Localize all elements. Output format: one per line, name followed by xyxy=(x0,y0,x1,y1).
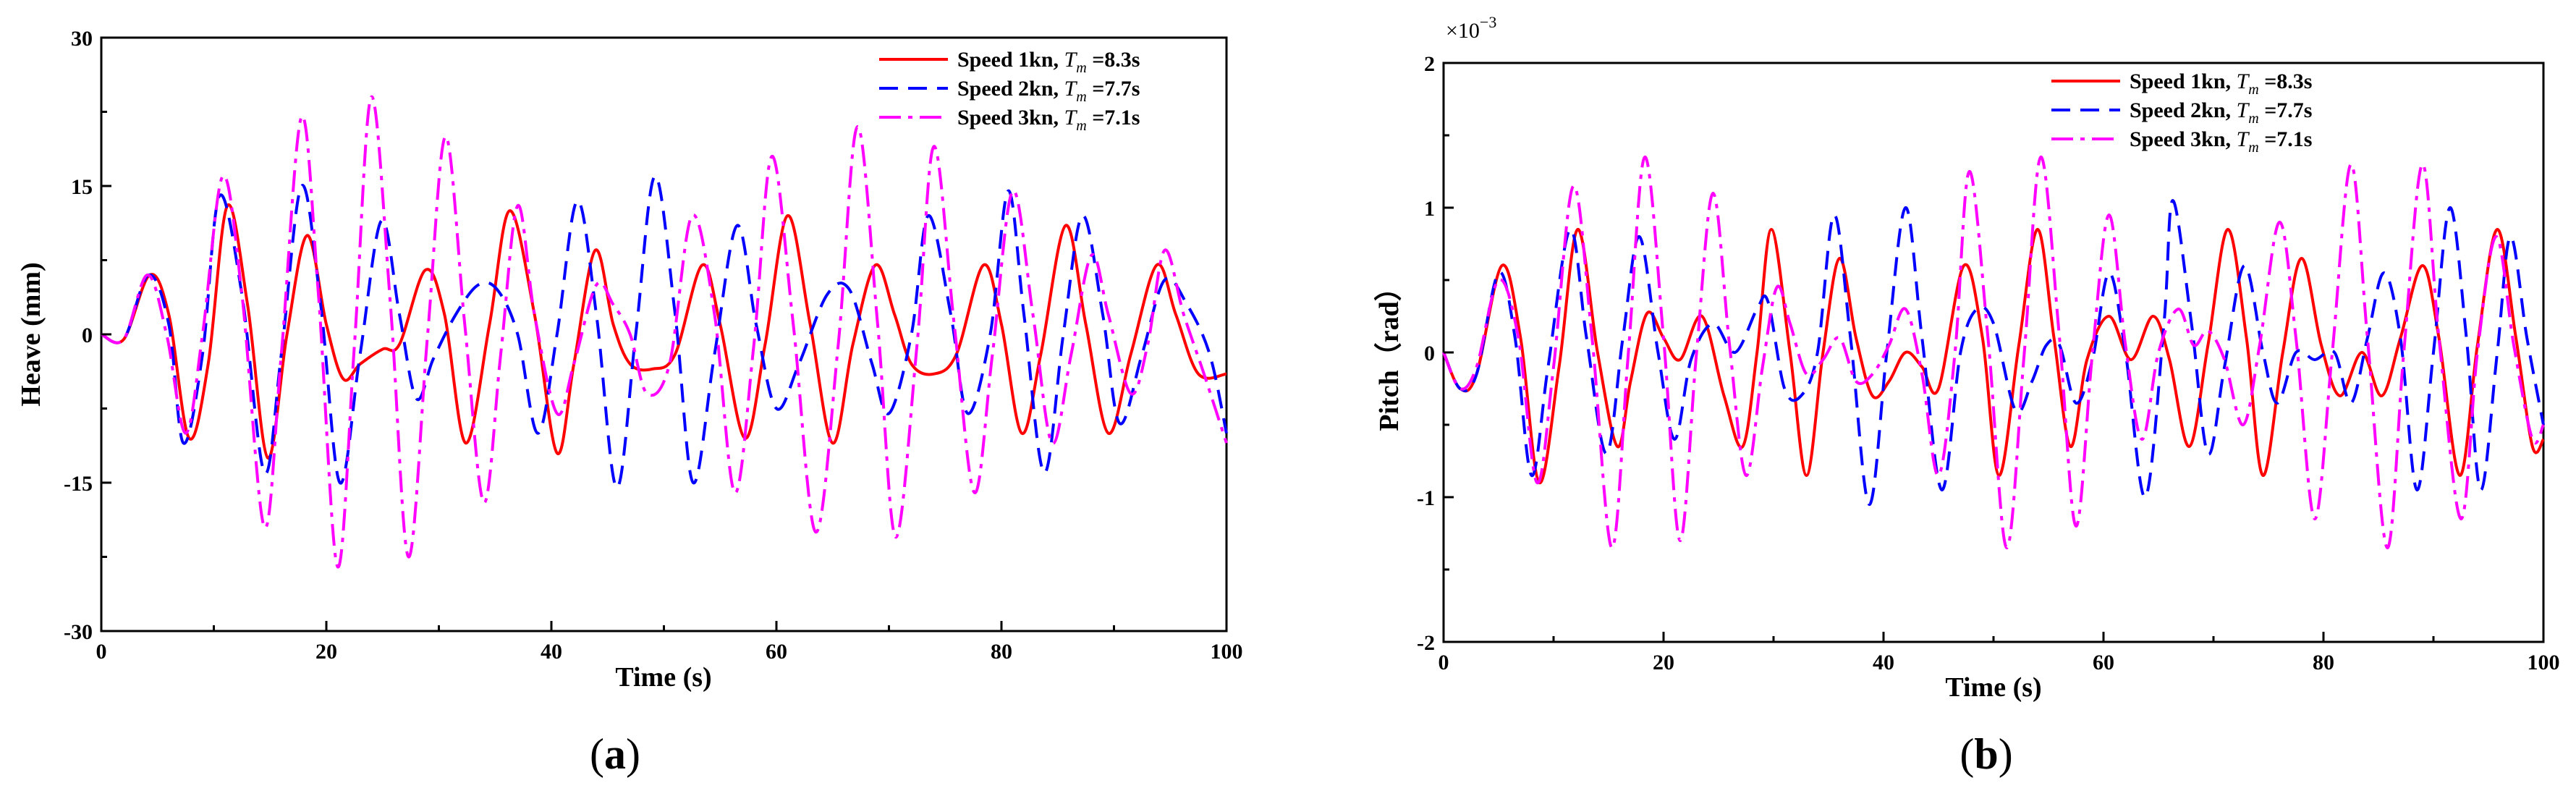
y-tick-label: 0 xyxy=(82,323,93,347)
y-tick-label: -1 xyxy=(1417,486,1435,510)
x-tick-label: 0 xyxy=(1439,651,1449,674)
panel-a-ticks: 0 20 40 60 80 100 -30 -15 0 15 30 xyxy=(64,27,1243,664)
series-line-2 xyxy=(101,174,1228,489)
x-tick-label: 100 xyxy=(2528,651,2560,674)
y-tick-label: 15 xyxy=(71,175,93,199)
panel-a-data xyxy=(101,95,1228,569)
y-tick-label: 30 xyxy=(71,27,93,51)
x-tick-label: 80 xyxy=(991,640,1012,664)
panel-b-ticks: 0 20 40 60 80 100 -2 -1 0 1 2 xyxy=(1417,52,2560,674)
panel-b-data xyxy=(1442,155,2545,550)
x-tick-label: 60 xyxy=(766,640,787,664)
y-axis-label: Heave (mm) xyxy=(16,262,46,406)
x-tick-label: 40 xyxy=(1873,651,1894,674)
y-tick-label: -2 xyxy=(1417,631,1435,655)
x-axis-label: Time (s) xyxy=(615,662,711,693)
series-line-3 xyxy=(1442,155,2545,550)
legend-entry: Speed 2kn, Tm =7.7s xyxy=(2130,98,2312,127)
series-line-1 xyxy=(101,203,1227,460)
x-tick-label: 60 xyxy=(2093,651,2114,674)
y-tick-label: 0 xyxy=(1424,342,1435,365)
plot-frame xyxy=(1442,62,2545,643)
y-tick-label: -15 xyxy=(64,472,93,496)
x-tick-label: 80 xyxy=(2313,651,2334,674)
legend-entry: Speed 1kn, Tm =8.3s xyxy=(2130,69,2312,98)
panel-label: (b) xyxy=(1959,730,2012,778)
y-axis-label: Pitch（rad） xyxy=(1374,274,1404,431)
x-tick-label: 20 xyxy=(315,640,337,664)
series-line-1 xyxy=(1442,227,2545,485)
series-line-3 xyxy=(101,95,1228,569)
x-tick-label: 0 xyxy=(96,640,107,664)
legend-entry: Speed 3kn, Tm =7.1s xyxy=(2130,127,2312,156)
x-tick-label: 100 xyxy=(1211,640,1243,664)
legend-entry: Speed 1kn, Tm =8.3s xyxy=(957,48,1140,76)
y-tick-label: -30 xyxy=(64,620,93,644)
series-line-2 xyxy=(1442,199,2545,507)
x-tick-label: 20 xyxy=(1653,651,1674,674)
y-tick-label: 1 xyxy=(1424,197,1435,221)
legend-entry: Speed 2kn, Tm =7.7s xyxy=(957,77,1140,105)
x-tick-label: 40 xyxy=(541,640,562,664)
x-axis-label: Time (s) xyxy=(1945,672,2041,703)
panel-label: (a) xyxy=(590,730,640,778)
y-axis-exponent: ×10−3 xyxy=(1446,13,1496,43)
y-tick-label: 2 xyxy=(1424,52,1435,76)
legend-entry: Speed 3kn, Tm =7.1s xyxy=(957,106,1140,134)
panel-a-heave: 0 20 40 60 80 100 -30 -15 0 15 30 Time (s) Heave (… xyxy=(16,27,1243,778)
